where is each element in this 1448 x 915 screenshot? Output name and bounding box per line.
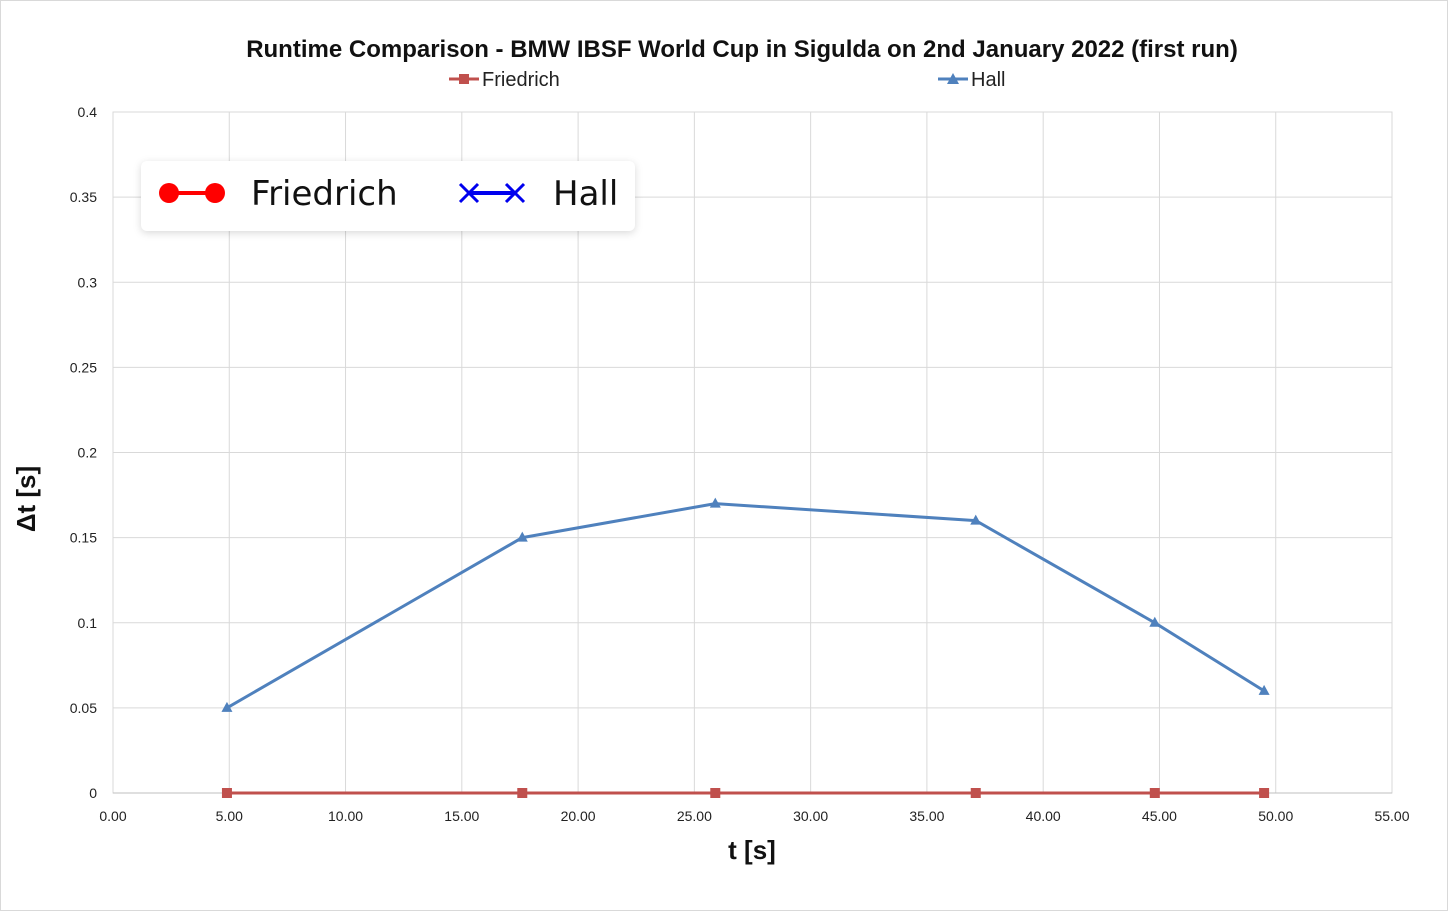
x-tick-label: 45.00 (1142, 808, 1177, 824)
x-tick-label: 5.00 (216, 808, 243, 824)
y-tick-label: 0.3 (78, 274, 98, 290)
y-axis-label: Δt [s] (11, 466, 41, 532)
top-legend-friedrich-label: Friedrich (482, 69, 560, 91)
y-tick-label: 0 (89, 785, 97, 801)
x-tick-label: 30.00 (793, 808, 828, 824)
data-point-hall (709, 497, 721, 508)
x-tick-label: 35.00 (909, 808, 944, 824)
x-axis-label: t [s] (728, 835, 776, 865)
chart-title: Runtime Comparison - BMW IBSF World Cup … (246, 36, 1238, 63)
top-legend-entry-friedrich: Friedrich (449, 69, 560, 91)
x-tick-label: 0.00 (99, 808, 126, 824)
inset-legend-friedrich-circle-icon (205, 183, 225, 203)
y-tick-label: 0.4 (78, 104, 98, 120)
top-legend-friedrich-square-icon (459, 74, 469, 84)
data-point-friedrich (1259, 788, 1270, 798)
inset-legend-hall-x-icon (458, 182, 480, 204)
data-point-hall (221, 701, 233, 712)
inset-legend-friedrich-circle-icon (159, 183, 179, 203)
data-point-friedrich (710, 788, 721, 798)
data-point-friedrich (517, 788, 528, 798)
data-point-friedrich (1149, 788, 1160, 798)
data-point-hall (1258, 684, 1270, 695)
top-legend-hall-triangle-icon (947, 73, 959, 84)
series-line-hall (226, 502, 1265, 710)
y-tick-label: 0.05 (70, 700, 97, 716)
y-tick-label: 0.25 (70, 359, 97, 375)
inset-legend-friedrich-label: Friedrich (251, 174, 398, 214)
x-tick-label: 40.00 (1026, 808, 1061, 824)
x-tick-label: 55.00 (1374, 808, 1409, 824)
top-legend-hall-label: Hall (971, 69, 1005, 91)
y-tick-label: 0.15 (70, 530, 97, 546)
data-point-hall (970, 514, 982, 525)
data-point-hall (516, 531, 528, 542)
y-tick-label: 0.35 (70, 189, 97, 205)
inset-legend-entry-hall: Hall (458, 174, 618, 214)
x-tick-label: 15.00 (444, 808, 479, 824)
inset-legend-hall-label: Hall (553, 174, 618, 214)
top-legend: Friedrich Hall (449, 69, 1005, 91)
data-point-hall (1149, 616, 1161, 627)
y-tick-label: 0.2 (78, 445, 98, 461)
data-point-friedrich (970, 788, 981, 798)
x-tick-label: 25.00 (677, 808, 712, 824)
inset-legend-box (141, 161, 635, 231)
inset-legend: Friedrich Hall (141, 161, 635, 231)
x-tick-label: 50.00 (1258, 808, 1293, 824)
data-point-friedrich (221, 788, 232, 798)
inset-legend-hall-x-icon (504, 182, 526, 204)
inset-legend-entry-friedrich: Friedrich (159, 174, 398, 214)
y-tick-label: 0.1 (78, 615, 98, 631)
x-tick-label: 20.00 (561, 808, 596, 824)
x-tick-label: 10.00 (328, 808, 363, 824)
top-legend-entry-hall: Hall (938, 69, 1005, 91)
